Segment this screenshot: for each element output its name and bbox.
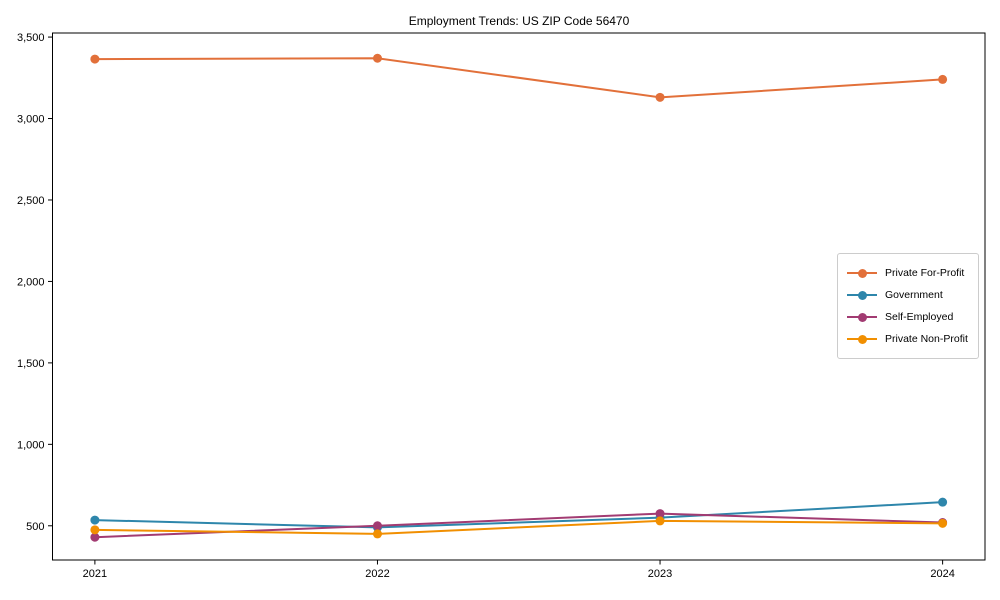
plot-border: [52, 32, 986, 561]
x-tick-label: 2021: [83, 568, 107, 580]
y-tick-label: 2,000: [17, 276, 45, 288]
legend-item-private-non-profit: Private Non-Profit: [847, 328, 970, 350]
legend-line-marker-icon: [847, 312, 877, 322]
y-tick-label: 3,500: [17, 32, 45, 44]
series-line-private-non-profit: [94, 519, 943, 535]
legend-item-self-employed: Self-Employed: [847, 306, 970, 328]
y-tick-label: 1,000: [17, 439, 45, 451]
x-tick-label: 2024: [930, 568, 954, 580]
legend-item-label: Government: [885, 289, 943, 301]
y-tick-label: 500: [26, 521, 44, 533]
y-tick-label: 2,500: [17, 195, 45, 207]
series-marker-private-for-profit: [655, 92, 665, 102]
legend-line-marker-icon: [847, 334, 877, 344]
series-marker-self-employed: [90, 532, 100, 542]
y-tick-label: 3,000: [17, 114, 45, 126]
legend-item-government: Government: [847, 284, 970, 306]
series-marker-private-for-profit: [938, 74, 948, 84]
legend-line-marker-icon: [847, 290, 877, 300]
series-marker-private-for-profit: [90, 54, 100, 64]
legend-line-marker-icon: [847, 268, 877, 278]
series-marker-self-employed: [655, 509, 665, 519]
series-marker-private-non-profit: [90, 525, 100, 535]
series-marker-government: [938, 497, 948, 507]
series-marker-private-non-profit: [938, 518, 948, 528]
series-marker-private-non-profit: [372, 529, 382, 539]
legend: Private For-Profit Government Self-Employe…: [837, 253, 979, 359]
series-line-private-for-profit: [94, 57, 943, 99]
series-marker-private-for-profit: [372, 53, 382, 63]
series-line-self-employed: [94, 512, 943, 539]
legend-item-label: Private Non-Profit: [885, 333, 968, 345]
legend-item-private-for-profit: Private For-Profit: [847, 262, 970, 284]
series-marker-self-employed: [372, 521, 382, 531]
chart-title: Employment Trends: US ZIP Code 56470: [409, 14, 630, 28]
legend-item-label: Private For-Profit: [885, 267, 965, 279]
axes-layer: 500 1,000 1,500 2,000 2,500 3,000 3,500 2021 202…: [17, 32, 986, 580]
y-tick-label: 1,500: [17, 358, 45, 370]
legend-item-label: Self-Employed: [885, 311, 954, 323]
series-line-government: [94, 501, 943, 529]
series-layer: [90, 53, 948, 542]
x-tick-label: 2023: [648, 568, 672, 580]
x-tick-label: 2022: [365, 568, 389, 580]
series-marker-private-non-profit: [655, 516, 665, 526]
series-marker-government: [90, 515, 100, 525]
